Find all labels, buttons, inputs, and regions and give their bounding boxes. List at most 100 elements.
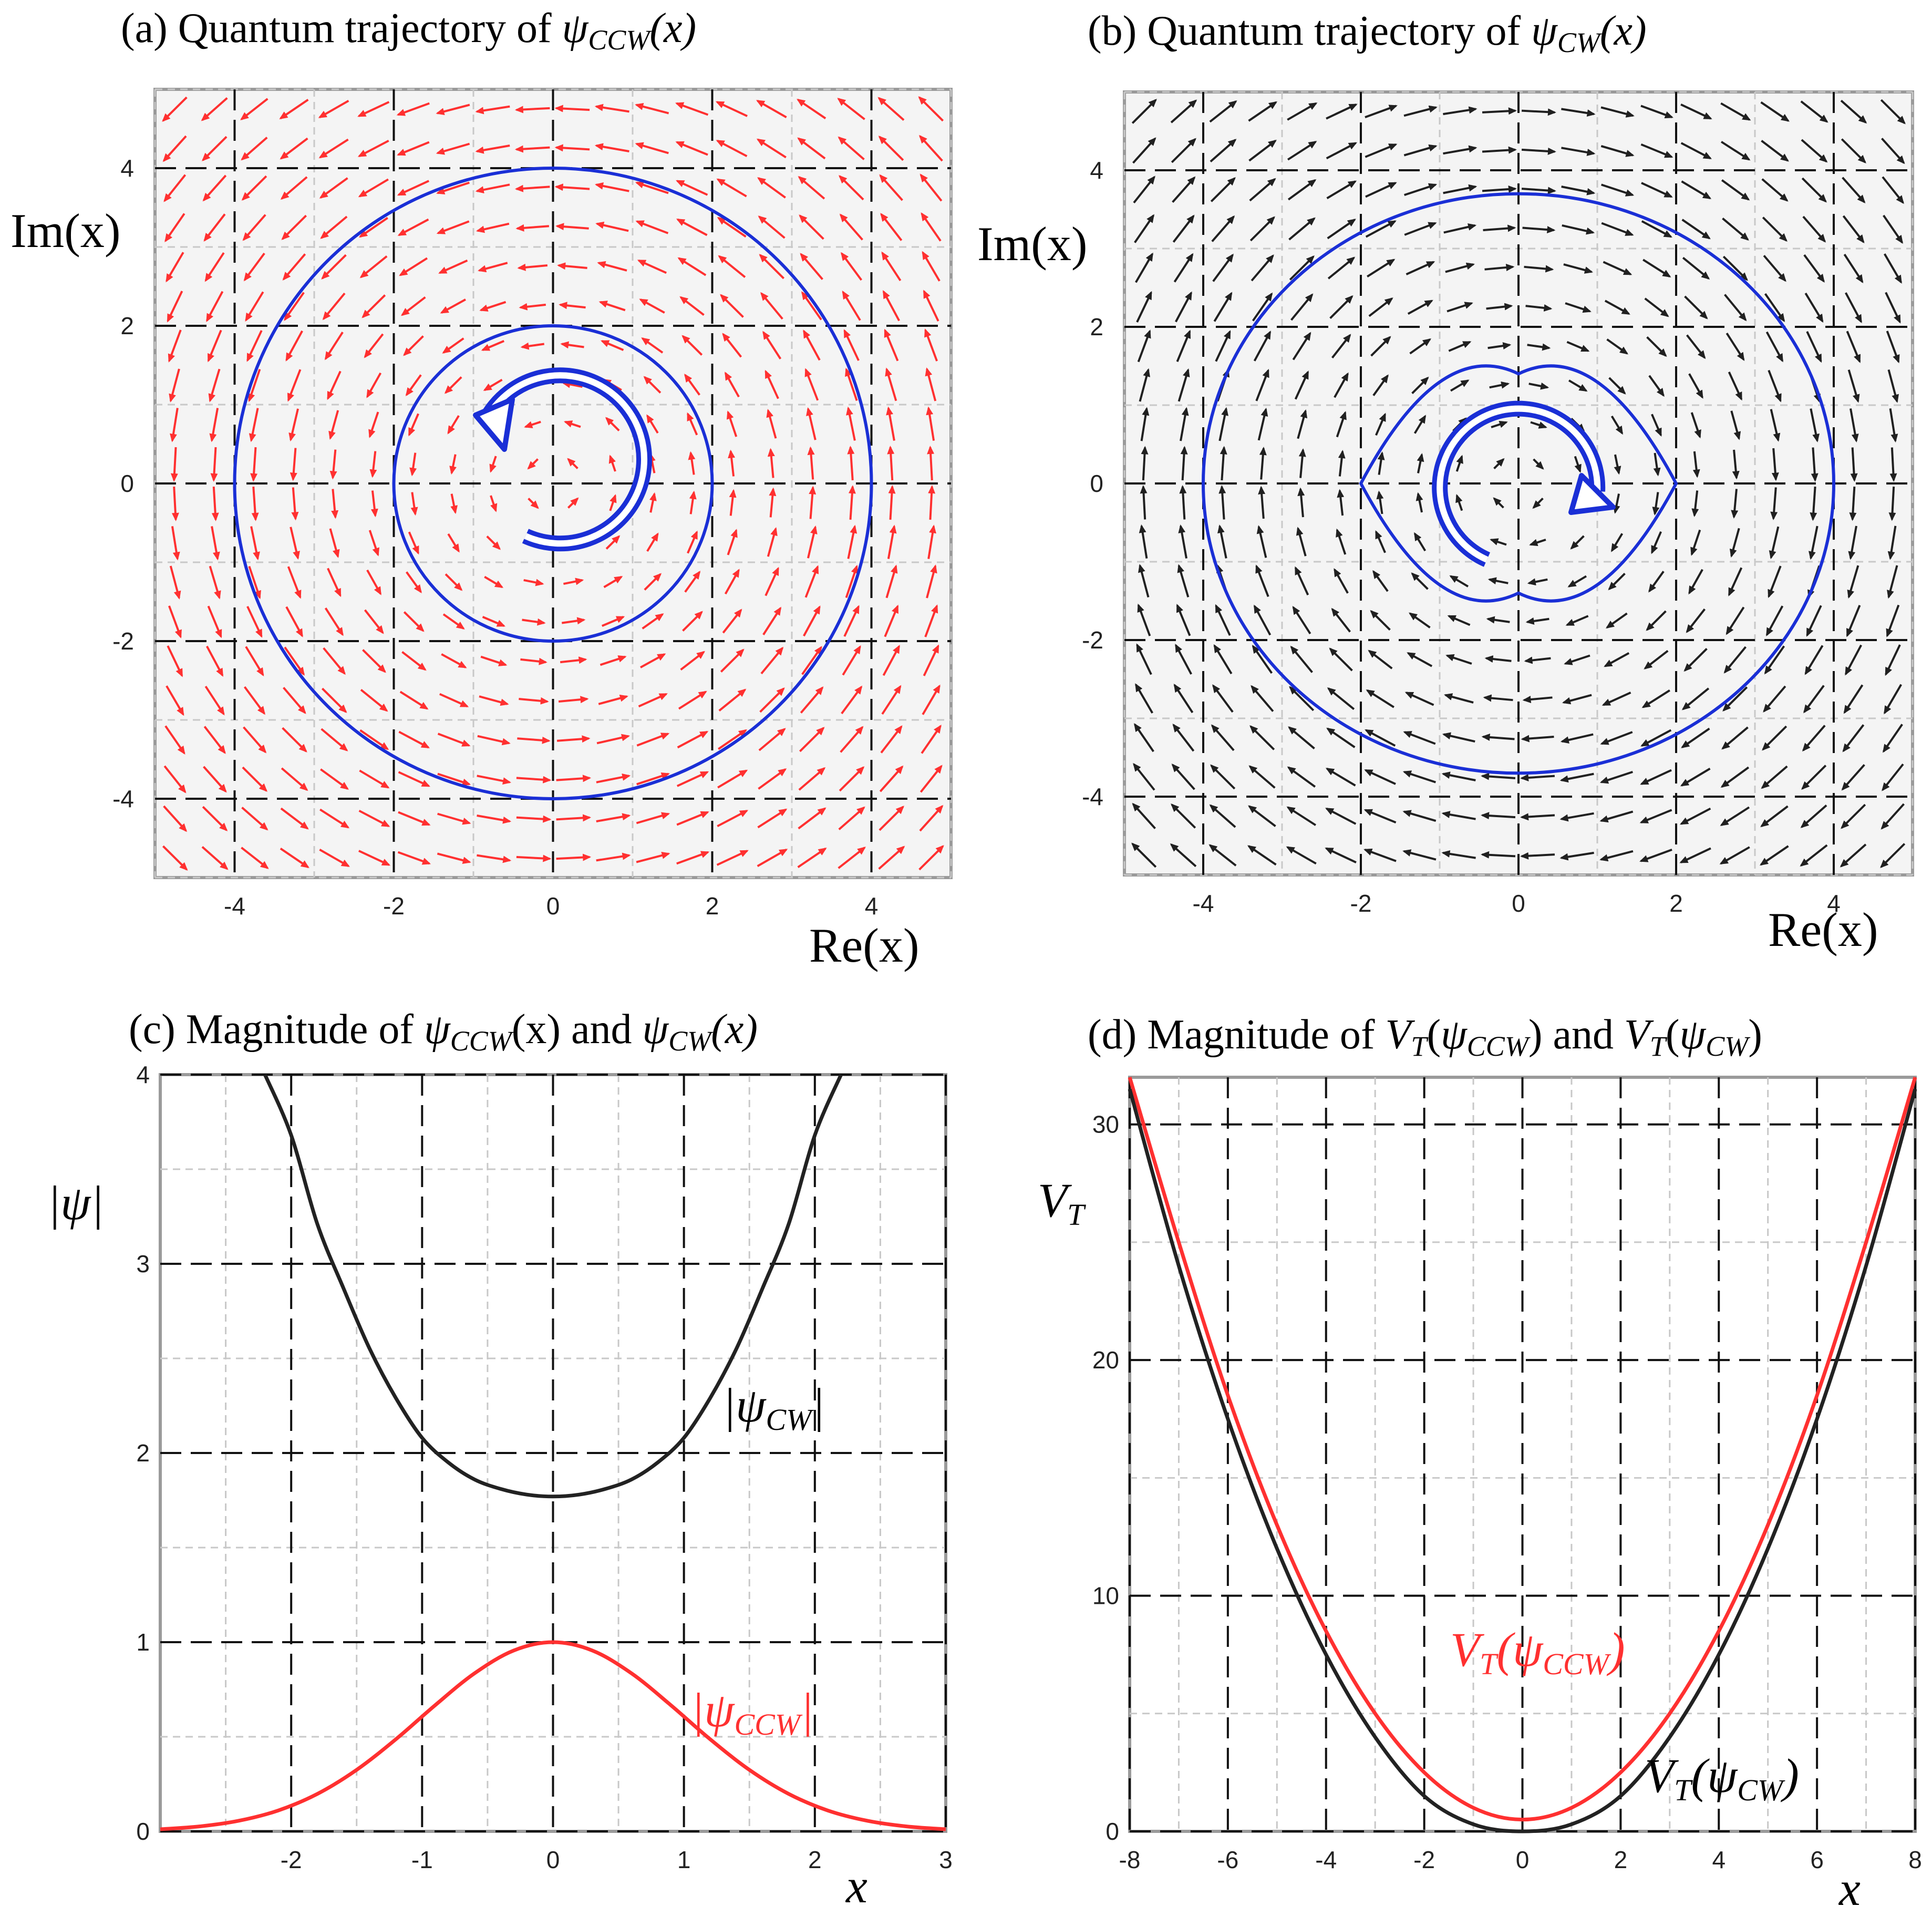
c-xtick-label: -1: [411, 1846, 433, 1873]
b-field-arrow: [1441, 811, 1476, 820]
a-field-arrow: [279, 99, 309, 119]
b-field-arrow: [1326, 104, 1358, 120]
a-field-arrow: [408, 413, 419, 437]
a-field-arrow: [641, 337, 664, 354]
b-field-arrow: [1220, 446, 1227, 481]
b-field-arrow: [1600, 106, 1635, 118]
panel-c-xlabel: x: [845, 1859, 867, 1913]
a-field-arrow: [878, 846, 905, 870]
b-field-arrow: [1287, 102, 1318, 121]
b-field-arrow: [1140, 407, 1150, 441]
b-field-arrow: [1288, 217, 1316, 241]
b-field-arrow: [1765, 605, 1784, 636]
b-field-arrow: [1327, 219, 1356, 240]
b-field-arrow: [1606, 338, 1628, 355]
a-field-arrow: [800, 253, 823, 280]
b-field-arrow: [1560, 733, 1594, 744]
a-field-arrow: [560, 341, 584, 349]
b-field-arrow: [1491, 420, 1508, 428]
a-field-arrow: [718, 729, 748, 750]
a-field-arrow: [477, 854, 512, 863]
panel-a-ylabel: Im(x): [11, 204, 120, 257]
a-field-arrow: [884, 328, 899, 362]
b-field-arrow: [1559, 772, 1594, 783]
b-field-arrow: [1484, 655, 1512, 663]
b-field-arrow: [1138, 564, 1150, 598]
b-field-arrow: [1681, 180, 1712, 200]
a-field-arrow: [918, 135, 943, 162]
a-field-arrow: [556, 814, 592, 822]
panel-c-title-func-1: ψ: [424, 1006, 451, 1053]
panel-c-title-arg: (x): [711, 1006, 758, 1053]
b-field-arrow: [1847, 369, 1860, 403]
c-xtick-label: 3: [939, 1846, 953, 1873]
a-field-arrow: [726, 410, 738, 437]
a-field-arrow: [687, 412, 698, 436]
a-field-arrow: [359, 769, 390, 789]
b-field-arrow: [1403, 144, 1438, 157]
a-xtick-label: -2: [383, 892, 405, 920]
b-xtick-label: -4: [1193, 890, 1214, 917]
b-field-arrow: [1134, 214, 1154, 243]
a-field-arrow: [639, 298, 665, 314]
a-field-arrow: [171, 526, 180, 561]
a-field-arrow: [211, 526, 220, 561]
a-field-arrow: [556, 775, 592, 782]
b-field-arrow: [1441, 850, 1476, 859]
b-ytick-label: 2: [1090, 313, 1103, 341]
a-field-arrow: [320, 215, 348, 239]
b-field-arrow: [1723, 646, 1747, 674]
b-field-arrow: [1764, 645, 1785, 675]
b-field-arrow: [1806, 605, 1822, 637]
a-field-arrow: [210, 447, 218, 482]
a-field-arrow: [838, 136, 865, 160]
a-field-arrow: [280, 848, 309, 868]
d-ytick-label: 20: [1092, 1346, 1119, 1374]
a-field-arrow: [724, 372, 740, 398]
a-xtick-label: 4: [865, 892, 879, 920]
panel-d-series: [1128, 1077, 1917, 1833]
a-field-arrow: [520, 657, 547, 665]
b-field-arrow: [1442, 732, 1475, 743]
b-field-arrow: [1641, 182, 1673, 198]
a-field-arrow: [168, 605, 182, 638]
b-field-arrow: [1487, 577, 1509, 585]
b-field-arrow: [1842, 177, 1866, 203]
b-field-arrow: [1140, 485, 1148, 520]
a-field-arrow: [567, 497, 579, 509]
b-field-arrow: [1883, 724, 1903, 753]
b-field-arrow: [1639, 809, 1672, 824]
a-field-arrow: [554, 183, 590, 191]
b-field-arrow: [1883, 684, 1903, 715]
b-field-arrow: [1363, 848, 1397, 862]
b-field-arrow: [1334, 372, 1349, 398]
a-field-arrow: [563, 578, 584, 585]
panel-d-ylabel: VT: [1038, 1173, 1086, 1232]
a-field-arrow: [689, 490, 697, 514]
b-field-arrow: [1413, 415, 1427, 434]
a-field-arrow: [681, 335, 703, 356]
b-field-arrow: [1141, 446, 1149, 481]
a-field-arrow: [881, 251, 902, 282]
b-field-arrow: [1841, 764, 1865, 791]
b-field-arrow: [1530, 421, 1547, 429]
a-field-arrow: [405, 374, 422, 396]
a-field-arrow: [609, 494, 617, 511]
b-field-arrow: [1608, 377, 1626, 395]
a-field-arrow: [757, 808, 788, 829]
a-field-arrow: [327, 568, 342, 597]
a-field-arrow: [848, 485, 856, 520]
b-field-arrow: [1843, 253, 1864, 284]
b-field-arrow: [1841, 803, 1866, 829]
a-field-arrow: [321, 687, 347, 713]
a-field-arrow: [163, 174, 187, 202]
panel-a-title-func: ψ: [562, 5, 589, 51]
a-field-arrow: [760, 292, 783, 320]
b-field-arrow: [1443, 223, 1477, 234]
b-field-arrow: [1724, 294, 1747, 322]
b-field-arrow: [1218, 485, 1226, 520]
a-field-arrow: [554, 105, 590, 112]
b-field-arrow: [1404, 222, 1437, 236]
b-field-arrow: [1599, 850, 1634, 862]
a-field-arrow: [203, 726, 226, 754]
